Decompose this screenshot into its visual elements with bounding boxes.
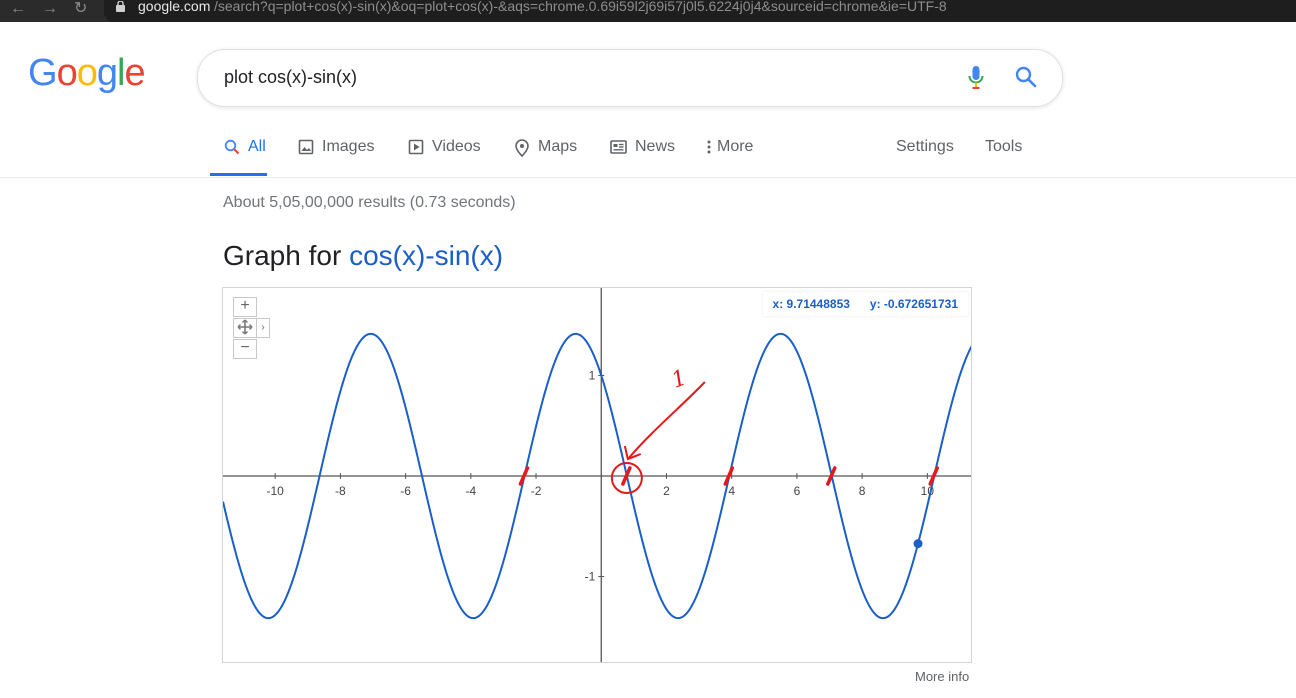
logo-letter: g [96,52,118,94]
url-path: /search?q=plot+cos(x)-sin(x)&oq=plot+cos… [214,0,947,14]
x-tick-label: 2 [663,484,670,498]
graph-heading-function[interactable]: cos(x)-sin(x) [349,240,504,271]
logo-letter: e [124,52,145,94]
more-info-link[interactable]: More info [915,669,970,684]
tab-label: More [717,138,754,155]
logo-letter: o [56,52,78,94]
forward-arrow-icon[interactable]: → [42,0,58,17]
y-tick-label: -1 [585,570,596,584]
search-input[interactable] [224,67,924,88]
zero-mark [621,466,632,486]
tab-images[interactable]: Images [298,138,374,176]
zoom-in-button[interactable]: + [233,297,257,317]
play-icon [408,139,424,155]
pan-button[interactable] [233,318,257,338]
back-arrow-icon[interactable]: ← [10,0,26,17]
address-bar[interactable]: google.com /search?q=plot+cos(x)-sin(x)&… [104,0,1296,22]
active-tab-indicator [210,173,267,176]
tab-label: News [635,138,676,155]
map-pin-icon [515,139,529,157]
annotation-label: 1 [668,365,690,393]
highlight-point[interactable] [913,539,923,549]
x-tick-label: -10 [267,484,285,498]
news-icon [610,140,627,154]
more-vertical-icon [707,140,711,154]
tab-label: All [248,138,266,155]
annotation-arrow [628,381,706,459]
lock-icon [116,1,125,12]
tab-maps[interactable]: Maps [514,138,577,176]
function-graph[interactable]: -10 -8 -6 -4 -2 2 4 6 8 10 1 -1 1 x: 9.71448853 y: … [222,287,972,663]
readout-y: y: -0.672651731 [869,297,958,311]
x-tick-label: 8 [859,484,866,498]
image-icon [298,139,314,155]
x-tick-label: -4 [465,484,476,498]
tab-label: Maps [538,138,578,155]
function-curve [223,332,971,620]
reload-icon[interactable]: ↻ [74,0,88,17]
tab-all[interactable]: All [224,138,266,176]
tools-link[interactable]: Tools [985,138,1023,155]
x-tick-label: -6 [400,484,411,498]
zero-mark [518,466,530,486]
microphone-icon[interactable] [968,65,984,91]
url-host: google.com [138,0,211,14]
annotation-circle [610,462,643,494]
readout-x: x: 9.71448853 [772,297,850,311]
google-logo[interactable]: Google [28,52,146,95]
search-box [197,49,1063,107]
annotation-arrowhead [623,445,642,461]
logo-letter: l [116,52,126,94]
search-icon[interactable] [1015,66,1037,88]
browser-chrome: ← → ↻ google.com /search?q=plot+cos(x)-s… [0,0,1296,22]
tab-label: Images [322,138,375,155]
pan-expand-icon[interactable]: › [256,318,270,338]
tab-more[interactable]: More [705,138,753,176]
y-tick-label: 1 [589,368,596,382]
tab-videos[interactable]: Videos [408,138,481,176]
tab-news[interactable]: News [610,138,675,176]
tabs-divider [0,177,1296,178]
x-tick-label: -8 [335,484,346,498]
zoom-out-button[interactable]: − [233,339,257,359]
coordinate-readout: x: 9.71448853 y: -0.672651731 [762,292,968,316]
logo-letter: G [28,52,58,94]
settings-link[interactable]: Settings [896,138,954,155]
zero-mark [723,466,735,486]
search-icon [224,139,240,155]
zoom-controls: + › − [233,297,270,363]
move-arrows-icon [237,319,253,335]
result-stats: About 5,05,00,000 results (0.73 seconds) [223,194,516,211]
x-tick-label: 6 [794,484,801,498]
graph-canvas[interactable]: -10 -8 -6 -4 -2 2 4 6 8 101-1 1 [223,288,972,663]
graph-heading-prefix: Graph for [223,240,342,271]
x-tick-label: -2 [531,484,542,498]
graph-heading: Graph for cos(x)-sin(x) [223,240,503,272]
logo-letter: o [76,52,98,94]
x-tick-label: 4 [728,484,735,498]
zero-mark [826,466,837,486]
tab-label: Videos [432,138,481,155]
zero-mark [928,466,939,486]
